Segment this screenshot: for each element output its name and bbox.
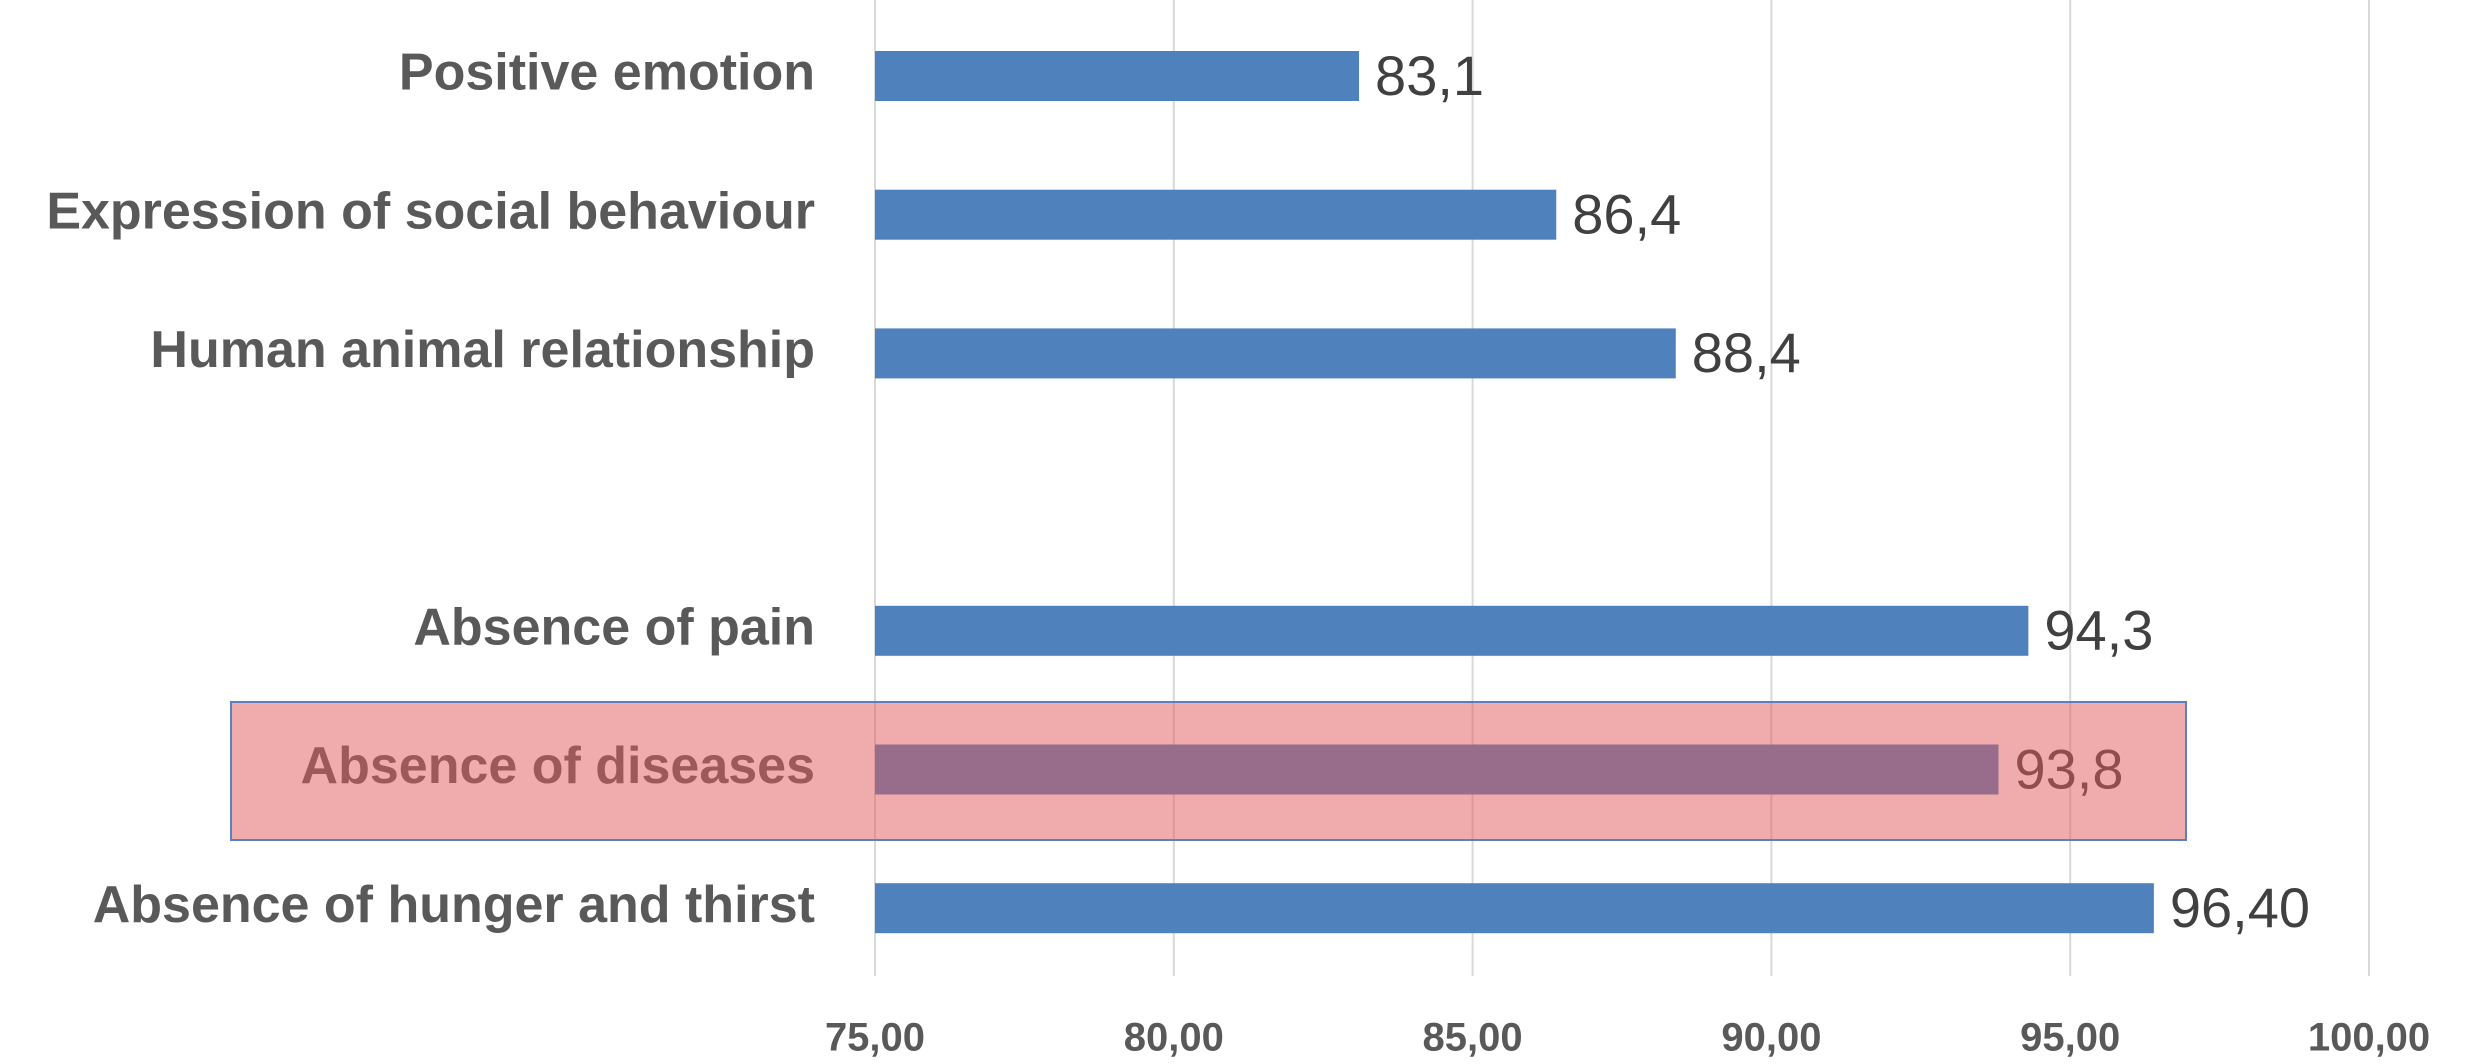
value-label: 83,1 bbox=[1375, 44, 1484, 107]
bar bbox=[875, 189, 1557, 240]
highlight-box bbox=[230, 701, 2187, 841]
value-label: 86,4 bbox=[1572, 182, 1681, 245]
x-tick-label: 90,00 bbox=[1721, 1016, 1821, 1060]
x-tick-label: 85,00 bbox=[1423, 1016, 1523, 1060]
y-tick-label: Absence of pain bbox=[413, 599, 815, 657]
bar bbox=[875, 51, 1360, 101]
x-tick-label: 95,00 bbox=[2020, 1016, 2120, 1060]
bar bbox=[875, 605, 2029, 656]
y-tick-label: Absence of hunger and thirst bbox=[93, 876, 815, 934]
value-label: 94,3 bbox=[2044, 599, 2153, 662]
x-tick-label: 80,00 bbox=[1124, 1016, 1224, 1060]
y-tick-label: Expression of social behaviour bbox=[46, 182, 815, 240]
bar bbox=[875, 328, 1676, 379]
y-tick-label: Human animal relationship bbox=[150, 321, 815, 379]
x-tick-label: 75,00 bbox=[825, 1016, 925, 1060]
x-tick-label: 100,00 bbox=[2308, 1016, 2430, 1060]
y-tick-label: Positive emotion bbox=[399, 44, 815, 102]
plot: 75,00 80,00 85,00 90,00 95,00 100,00 Positive … bbox=[46, 0, 2430, 1060]
bar bbox=[875, 883, 2154, 934]
value-label: 96,40 bbox=[2170, 876, 2310, 939]
value-label: 88,4 bbox=[1692, 321, 1801, 384]
